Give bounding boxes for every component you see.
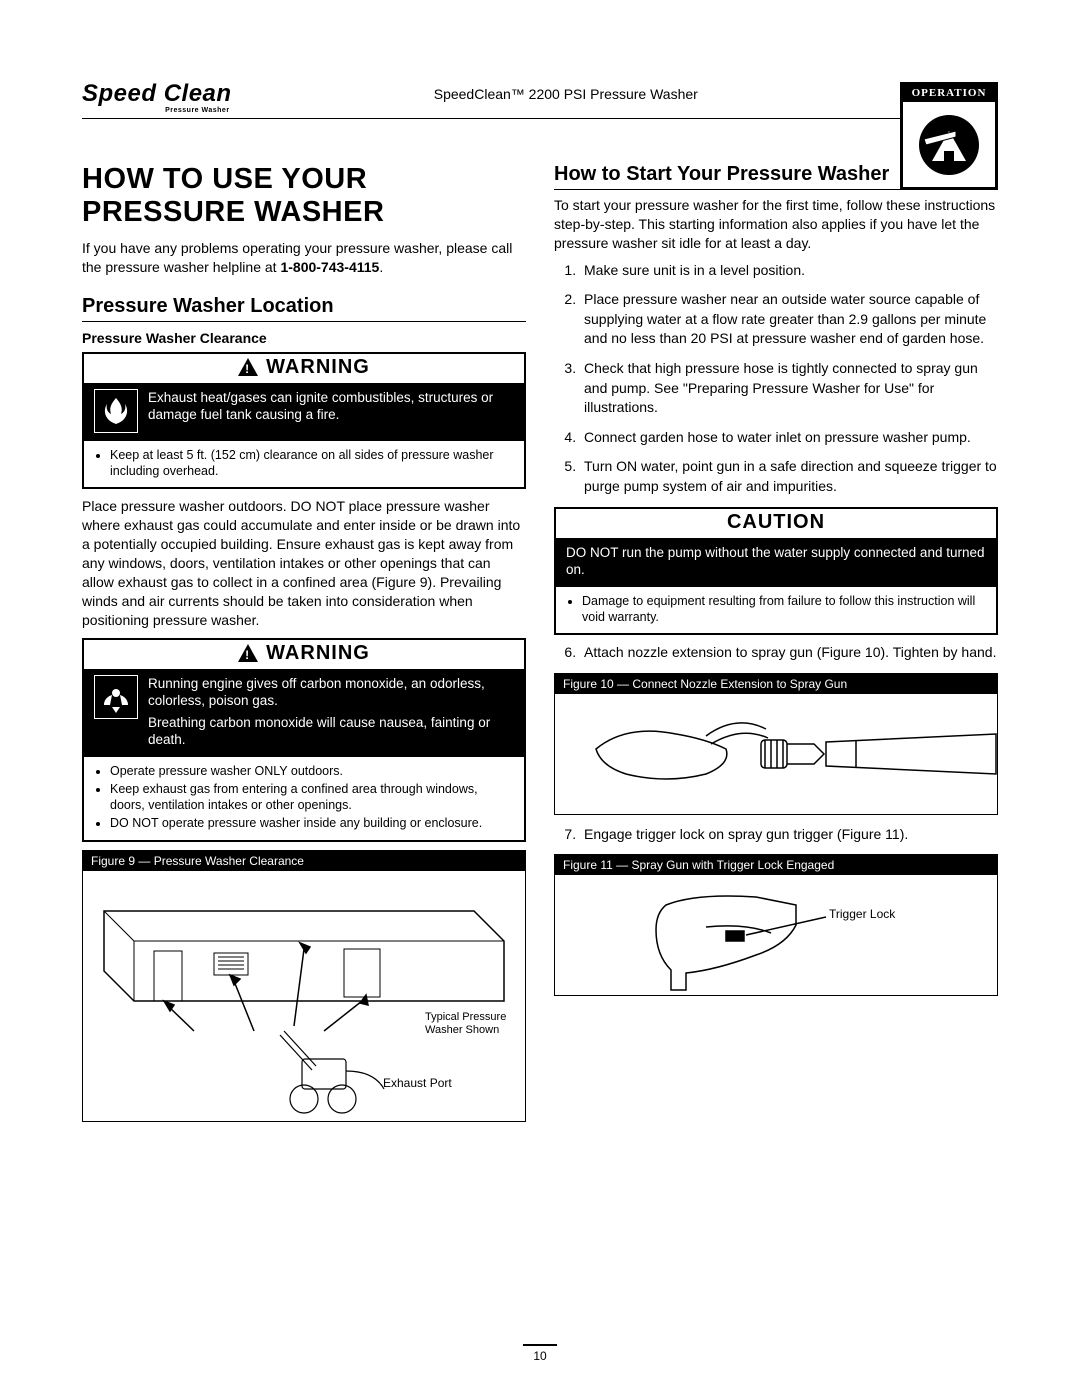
warning-text-1: Exhaust heat/gases can ignite combustibl…: [148, 389, 514, 424]
step-4: Connect garden hose to water inlet on pr…: [580, 428, 998, 448]
fire-icon: [94, 389, 138, 433]
subsection-clearance: Pressure Washer Clearance: [82, 330, 526, 346]
right-column: How to Start Your Pressure Washer To sta…: [554, 163, 998, 1132]
warning2-bullet-2: Keep exhaust gas from entering a confine…: [110, 781, 514, 814]
operation-badge: OPERATION: [900, 82, 998, 190]
warning2-bullet-3: DO NOT operate pressure washer inside an…: [110, 815, 514, 831]
warning-banner-1: WARNING: [84, 354, 524, 383]
header-rule: [82, 118, 998, 119]
warning-text-2: Running engine gives off carbon monoxide…: [148, 675, 514, 749]
step-1: Make sure unit is in a level position.: [580, 261, 998, 281]
brand-text: Speed Clean: [82, 80, 232, 107]
body-paragraph-1: Place pressure washer outdoors. DO NOT p…: [82, 497, 526, 629]
figure-10-caption: Figure 10 — Connect Nozzle Extension to …: [555, 674, 997, 694]
figure-10: Figure 10 — Connect Nozzle Extension to …: [554, 673, 998, 815]
brand-subtext: Pressure Washer: [165, 107, 229, 114]
content-columns: HOW TO USE YOUR PRESSURE WASHER If you h…: [82, 163, 998, 1132]
figure-11-body: Trigger Lock: [555, 875, 997, 995]
warning-body-2: Running engine gives off carbon monoxide…: [84, 669, 524, 757]
steps-list-a: Make sure unit is in a level position. P…: [554, 261, 998, 497]
page-number: 10: [0, 1344, 1080, 1363]
warning-box-2: WARNING Running engine gives off carbon …: [82, 638, 526, 842]
main-title: HOW TO USE YOUR PRESSURE WASHER: [82, 163, 526, 229]
warning-triangle-icon: [238, 644, 258, 662]
helpline-phone: 1-800-743-4115: [280, 259, 379, 275]
step-7: Engage trigger lock on spray gun trigger…: [580, 825, 998, 845]
figure-9: Figure 9 — Pressure Washer Clearance: [82, 850, 526, 1122]
header-title: SpeedClean™ 2200 PSI Pressure Washer: [232, 86, 900, 102]
operation-icon: [903, 102, 995, 187]
caution-label: CAUTION: [727, 511, 825, 534]
warning-text-2b: Breathing carbon monoxide will cause nau…: [148, 714, 514, 749]
warning-box-1: WARNING Exhaust heat/gases can ignite co…: [82, 352, 526, 490]
caution-banner: CAUTION: [556, 509, 996, 538]
step-5: Turn ON water, point gun in a safe direc…: [580, 457, 998, 496]
page: Speed Clean Pressure Washer SpeedClean™ …: [0, 0, 1080, 1397]
page-number-value: 10: [533, 1349, 546, 1363]
left-column: HOW TO USE YOUR PRESSURE WASHER If you h…: [82, 163, 526, 1132]
step-3: Check that high pressure hose is tightly…: [580, 359, 998, 418]
step-2: Place pressure washer near an outside wa…: [580, 290, 998, 349]
warning-bullets-1: Keep at least 5 ft. (152 cm) clearance o…: [84, 441, 524, 488]
figure-9-caption: Figure 9 — Pressure Washer Clearance: [83, 851, 525, 871]
figure-10-body: [555, 694, 997, 814]
page-header: Speed Clean Pressure Washer SpeedClean™ …: [82, 80, 998, 108]
caution-bullets: Damage to equipment resulting from failu…: [556, 587, 996, 634]
warning-label-1: WARNING: [266, 356, 370, 379]
start-intro: To start your pressure washer for the fi…: [554, 196, 998, 253]
figure-11-caption: Figure 11 — Spray Gun with Trigger Lock …: [555, 855, 997, 875]
section-location: Pressure Washer Location: [82, 295, 526, 322]
operation-label: OPERATION: [912, 85, 987, 102]
figure-11: Figure 11 — Spray Gun with Trigger Lock …: [554, 854, 998, 996]
step-6: Attach nozzle extension to spray gun (Fi…: [580, 643, 998, 663]
brand-logo: Speed Clean Pressure Washer: [82, 80, 232, 108]
intro-paragraph: If you have any problems operating your …: [82, 239, 526, 277]
warning-triangle-icon: [238, 358, 258, 376]
warning-text-2a: Running engine gives off carbon monoxide…: [148, 675, 514, 710]
figure-9-label-2: Exhaust Port: [383, 1076, 452, 1090]
warning-banner-2: WARNING: [84, 640, 524, 669]
caution-bullet: Damage to equipment resulting from failu…: [582, 593, 986, 626]
warning-bullet-1: Keep at least 5 ft. (152 cm) clearance o…: [110, 447, 514, 480]
warning-body-1: Exhaust heat/gases can ignite combustibl…: [84, 383, 524, 441]
warning-bullets-2: Operate pressure washer ONLY outdoors. K…: [84, 757, 524, 840]
warning2-bullet-1: Operate pressure washer ONLY outdoors.: [110, 763, 514, 779]
figure-9-body: Typical Pressure Washer Shown Exhaust Po…: [83, 871, 525, 1121]
warning-label-2: WARNING: [266, 642, 370, 665]
caution-body: DO NOT run the pump without the water su…: [556, 538, 996, 587]
steps-list-c: Engage trigger lock on spray gun trigger…: [554, 825, 998, 845]
caution-box: CAUTION DO NOT run the pump without the …: [554, 507, 998, 636]
steps-list-b: Attach nozzle extension to spray gun (Fi…: [554, 643, 998, 663]
toxic-icon: [94, 675, 138, 719]
figure-9-label-1: Typical Pressure Washer Shown: [425, 1011, 515, 1037]
figure-11-label: Trigger Lock: [829, 907, 895, 921]
